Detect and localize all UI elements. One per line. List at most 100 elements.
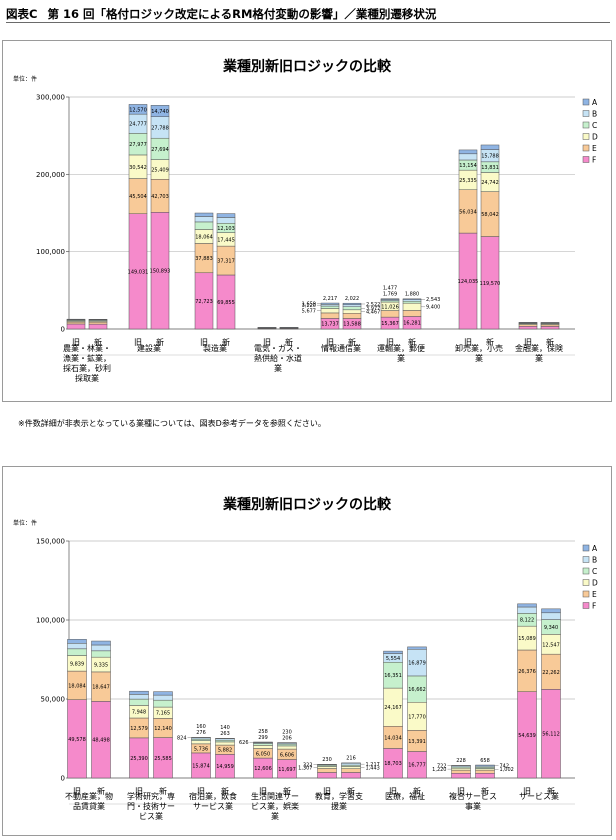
external-data-label: 216 <box>346 756 356 762</box>
external-data-label: 1,220 <box>432 767 446 773</box>
chart-panel-1: 業種別新旧ロジックの比較 単位：件 0 100,000 200,000 300,000 旧 新… <box>2 40 612 402</box>
external-data-label: 2,543 <box>426 297 440 303</box>
bar-segment-E <box>320 312 340 319</box>
external-data-label: 4,467 <box>366 309 380 315</box>
data-label: 27,788 <box>151 125 169 131</box>
category-label-line: 情報通信業 <box>321 343 361 353</box>
bar-segment-F <box>475 773 495 779</box>
legend-swatch-F <box>582 602 590 609</box>
data-label: 124,035 <box>458 279 479 285</box>
category-label-line: ビス業，娯楽 <box>251 801 299 811</box>
category-label-line: 漁業・鉱業， <box>63 353 111 363</box>
data-label: 15,367 <box>381 321 399 327</box>
category-label-line: 学術研究，専 <box>127 791 175 801</box>
bar-segment-F <box>540 326 560 330</box>
bar-label: 旧 <box>134 338 142 347</box>
category-label-line: 業 <box>397 353 405 363</box>
data-label: 72,723 <box>195 299 213 305</box>
chart-title: 業種別新旧ロジックの比較 <box>222 58 392 75</box>
data-label: 11,697 <box>278 767 296 773</box>
external-data-label: 1,477 <box>383 286 397 292</box>
data-label: 24,742 <box>481 180 499 186</box>
external-data-label: 742 <box>500 763 510 769</box>
bar-label: 旧 <box>386 338 394 347</box>
bar-label: 新 <box>156 337 164 347</box>
category-label-line: サービス業 <box>193 801 233 811</box>
bar-segment-F <box>88 323 108 330</box>
bar-segment-E <box>402 310 422 317</box>
data-label: 15,788 <box>481 154 499 160</box>
category-label-line: 採取業 <box>75 373 99 383</box>
bar-label: 旧 <box>197 787 205 796</box>
data-label: 16,281 <box>403 321 421 327</box>
data-label: 13,831 <box>481 165 499 171</box>
bar-segment-E <box>88 321 108 325</box>
bar-segment-A <box>153 691 173 696</box>
external-data-label: 1,002 <box>500 767 514 773</box>
bar-segment-E <box>317 768 337 773</box>
external-data-label: 5,677 <box>302 309 316 315</box>
data-label: 27,977 <box>129 142 147 148</box>
data-label: 37,317 <box>217 259 235 265</box>
bar-label: 新 <box>159 786 167 796</box>
external-data-label: 3,977 <box>366 306 380 312</box>
bar-label: 旧 <box>457 787 465 796</box>
data-label: 13,588 <box>343 322 361 328</box>
data-label: 42,703 <box>151 194 169 200</box>
category-label-line: 建設業 <box>137 343 161 353</box>
bar-segment-D <box>402 302 422 311</box>
bar-segment-D <box>317 766 337 769</box>
bar-segment-A <box>380 298 400 300</box>
external-data-label: 228 <box>456 758 466 764</box>
data-label: 17,770 <box>408 714 426 720</box>
category-label: 建設業 <box>137 343 161 353</box>
category-label: サービス業 <box>519 791 559 801</box>
bar-label: 旧 <box>389 787 397 796</box>
bar-segment-F <box>317 772 337 779</box>
category-label: 金融業，保険業 <box>515 343 563 363</box>
bar-segment-B <box>216 217 236 224</box>
bar-label: 新 <box>347 786 355 796</box>
bar-segment-C <box>67 648 87 656</box>
external-data-label: 658 <box>480 758 490 764</box>
bar-segment-C <box>320 305 340 309</box>
y-tick-label: 50,000 <box>41 696 66 704</box>
external-data-label: 824 <box>177 735 187 741</box>
bar-segment-C <box>277 743 297 747</box>
header-underline <box>6 22 610 23</box>
bar-label: 旧 <box>464 338 472 347</box>
bar-segment-A <box>458 149 478 155</box>
bar-label: 旧 <box>326 338 334 347</box>
data-label: 11,026 <box>381 304 399 310</box>
bar-segment-A <box>383 650 403 654</box>
bar-segment-E <box>342 312 362 319</box>
data-label: 9,839 <box>70 661 84 667</box>
data-label: 37,883 <box>195 256 213 262</box>
bar-segment-C <box>153 699 173 708</box>
external-data-label: 263 <box>220 731 230 737</box>
category-label-line: ビス業 <box>139 811 163 821</box>
bar-segment-C <box>91 650 111 658</box>
legend-label-F: F <box>592 156 596 165</box>
legend-label-A: A <box>592 544 598 553</box>
data-label: 119,570 <box>480 281 501 287</box>
category-label-line: 業 <box>535 353 543 363</box>
data-label: 14,034 <box>384 735 402 741</box>
bar-segment-A <box>320 302 340 305</box>
bar-segment-B <box>153 694 173 701</box>
external-data-label: 299 <box>258 735 268 741</box>
figure-number: 図表C <box>6 7 38 21</box>
bar-segment-D <box>253 745 273 749</box>
external-data-label: 206 <box>282 735 292 741</box>
external-data-label: 140 <box>220 725 230 731</box>
bar-segment-F <box>66 323 86 330</box>
bar-label: 旧 <box>323 787 331 796</box>
bar-segment-E <box>66 321 86 325</box>
data-label: 7,948 <box>132 710 146 716</box>
bar-label: 新 <box>547 786 555 796</box>
data-label: 14,740 <box>151 109 169 115</box>
data-label: 30,542 <box>129 165 147 171</box>
data-label: 25,390 <box>130 756 148 762</box>
